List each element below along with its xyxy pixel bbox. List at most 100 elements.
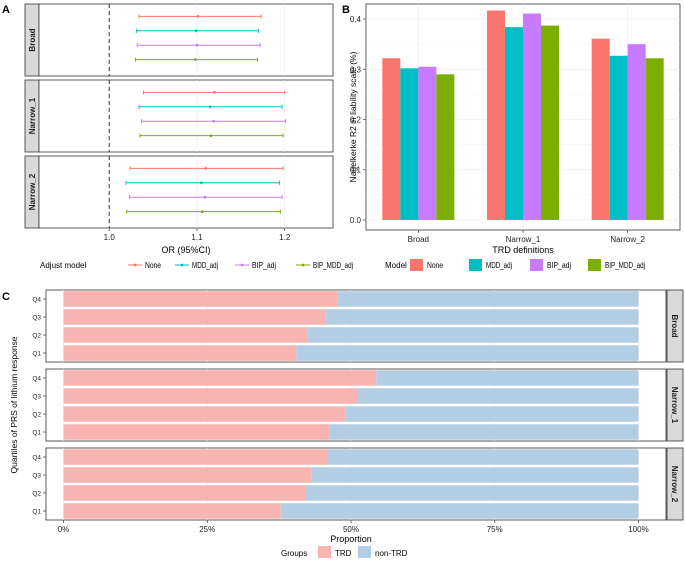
bar-segment-trd bbox=[63, 370, 377, 386]
facet-strip-label: Broad bbox=[670, 314, 679, 337]
bar-None bbox=[591, 38, 610, 220]
y-axis-label: Nagelkerke R2 in liability scale (%) bbox=[348, 51, 358, 182]
y-tick-label: Q1 bbox=[32, 351, 41, 358]
bar-segment-non-trd bbox=[345, 406, 639, 422]
panel-label-a: A bbox=[2, 4, 10, 16]
bar-segment-trd bbox=[63, 503, 281, 519]
or-point-None bbox=[213, 91, 216, 94]
legend-label-non-trd: non-TRD bbox=[375, 549, 408, 558]
bar-MDD_adj bbox=[400, 68, 419, 220]
legend-title: Groups bbox=[281, 549, 307, 558]
legend-label-trd: TRD bbox=[335, 549, 352, 558]
facet-strip bbox=[666, 368, 684, 442]
x-tick-label: 1.1 bbox=[191, 233, 203, 242]
x-tick-label: 1.2 bbox=[279, 233, 291, 242]
facet-strip-label: Narrow_1 bbox=[670, 387, 679, 424]
or-point-BIP_MDD_adj bbox=[193, 58, 197, 61]
y-tick-label: Q4 bbox=[32, 297, 41, 304]
x-tick-label: Narrow_1 bbox=[506, 235, 541, 244]
stacked-bar-panel: Broad Q4 Q3 Q2 Q1 Narrow_1 Q4 Q3 Q2 Q1 Narrow_2 Q4 Q… bbox=[9, 289, 684, 558]
bar-segment-non-trd bbox=[307, 327, 639, 343]
y-tick-label: Q3 bbox=[32, 473, 41, 480]
y-tick-label: 0.4 bbox=[350, 15, 362, 24]
y-tick-label: Q2 bbox=[32, 333, 41, 340]
bar-segment-non-trd bbox=[280, 503, 639, 519]
bar-None bbox=[487, 10, 505, 220]
bar-BIP_MDD_adj bbox=[436, 74, 455, 220]
bar-segment-non-trd bbox=[328, 449, 639, 465]
legend-key-point bbox=[180, 263, 184, 267]
y-tick-label: Q4 bbox=[32, 455, 41, 462]
legend-key-BIP_adj bbox=[530, 259, 543, 271]
bar-MDD_adj bbox=[505, 27, 523, 220]
x-tick-label: 100% bbox=[628, 525, 648, 534]
facet-strip-label: Narrow_1 bbox=[28, 97, 37, 134]
x-axis-label: Proportion bbox=[330, 534, 372, 544]
legend-label-BIP_MDD_adj: BIP_MDD_adj bbox=[605, 261, 645, 270]
y-tick-label: 0.1 bbox=[350, 166, 362, 175]
bar-BIP_adj bbox=[627, 44, 646, 220]
legend-label-BIP_adj: BIP_adj bbox=[252, 261, 276, 270]
facet-panel bbox=[38, 3, 334, 77]
y-tick-label: Q1 bbox=[32, 509, 41, 516]
legend-key-point bbox=[240, 263, 244, 267]
or-point-MDD_adj bbox=[194, 29, 198, 33]
bar-BIP_adj bbox=[418, 66, 437, 220]
bar-segment-non-trd bbox=[305, 485, 639, 501]
panel-label-c: C bbox=[2, 291, 10, 303]
bar-BIP_adj bbox=[523, 13, 541, 220]
x-tick-label: Narrow_2 bbox=[610, 235, 645, 244]
legend-key-point bbox=[133, 263, 137, 267]
y-tick-label: Q2 bbox=[32, 412, 41, 419]
facet-strip-label: Narrow_2 bbox=[28, 173, 37, 210]
facet-panel bbox=[38, 155, 334, 229]
bar-BIP_MDD_adj bbox=[645, 58, 664, 220]
x-tick-label: 0% bbox=[58, 525, 70, 534]
bar-segment-trd bbox=[63, 467, 312, 483]
y-axis-label: Quartiles of PRS of lithium response bbox=[9, 336, 19, 473]
y-tick-label: 0.0 bbox=[350, 216, 362, 225]
legend-title: Adjust model bbox=[40, 261, 86, 270]
bar-segment-trd bbox=[63, 345, 297, 361]
legend-key-non-trd bbox=[358, 546, 371, 558]
or-point-BIP_adj bbox=[195, 43, 199, 47]
or-point-BIP_MDD_adj bbox=[200, 210, 204, 214]
or-point-MDD_adj bbox=[199, 181, 203, 185]
x-axis-label: TRD definitions bbox=[492, 245, 554, 255]
y-tick-label: Q4 bbox=[32, 376, 41, 383]
panel-label-b: B bbox=[342, 4, 350, 16]
bar-segment-non-trd bbox=[357, 388, 639, 404]
legend-label-BIP_MDD_adj: BIP_MDD_adj bbox=[313, 261, 353, 270]
x-axis-label: OR (95%CI) bbox=[161, 245, 210, 255]
x-tick-label: 25% bbox=[199, 525, 215, 534]
or-point-None bbox=[196, 15, 200, 18]
legend-label-MDD_adj: MDD_adj bbox=[192, 261, 218, 270]
facet-strip-label: Broad bbox=[28, 28, 37, 51]
facet-panel bbox=[38, 79, 334, 153]
or-point-MDD_adj bbox=[208, 105, 212, 109]
y-tick-label: Q1 bbox=[32, 430, 41, 437]
y-tick-label: 0.2 bbox=[350, 116, 362, 125]
legend-key-MDD_adj bbox=[469, 259, 482, 271]
bar-segment-non-trd bbox=[325, 309, 639, 325]
bar-BIP_MDD_adj bbox=[541, 25, 559, 220]
forest-plot-panel: Broad Narrow_1 Narrow_2 1.0 1.1 1.2 OR (95%CI)… bbox=[24, 3, 353, 270]
bar-segment-trd bbox=[63, 309, 326, 325]
bar-segment-non-trd bbox=[329, 424, 639, 440]
legend-label-MDD_adj: MDD_adj bbox=[486, 261, 512, 270]
legend-key-BIP_MDD_adj bbox=[588, 259, 601, 271]
facet-strip bbox=[666, 447, 684, 521]
x-tick-label: 75% bbox=[487, 525, 503, 534]
bar-chart-panel: 0.0 0.1 0.2 0.3 0.4 Broad Narrow_1 Narrow_2 TRD … bbox=[348, 3, 681, 271]
legend-label-BIP_adj: BIP_adj bbox=[547, 261, 571, 270]
bar-segment-trd bbox=[63, 327, 308, 343]
bar-None bbox=[382, 58, 401, 220]
bar-segment-trd bbox=[63, 424, 330, 440]
legend-key-trd bbox=[318, 546, 331, 558]
bar-segment-trd bbox=[63, 388, 358, 404]
or-point-BIP_adj bbox=[212, 119, 216, 123]
bar-MDD_adj bbox=[609, 55, 628, 220]
bar-segment-non-trd bbox=[311, 467, 639, 483]
or-point-BIP_MDD_adj bbox=[209, 134, 213, 138]
